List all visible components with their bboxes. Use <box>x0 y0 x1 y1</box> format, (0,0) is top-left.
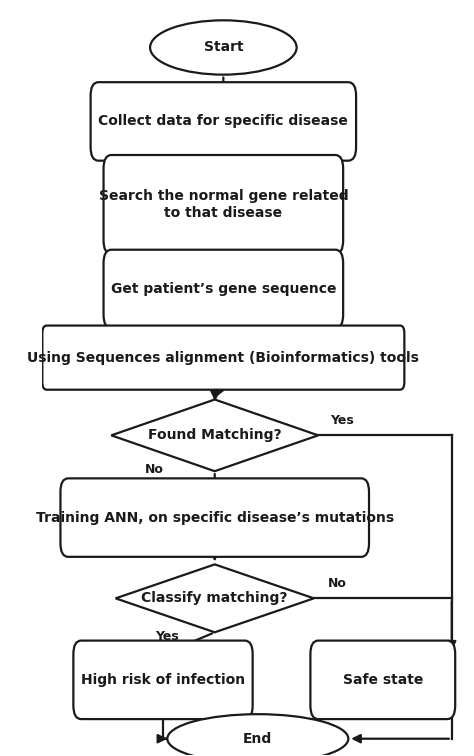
Text: No: No <box>145 463 164 476</box>
Polygon shape <box>111 399 318 471</box>
FancyBboxPatch shape <box>91 82 356 161</box>
Polygon shape <box>116 565 314 632</box>
Text: Safe state: Safe state <box>343 673 423 687</box>
FancyBboxPatch shape <box>73 640 253 719</box>
Text: Get patient’s gene sequence: Get patient’s gene sequence <box>110 282 336 296</box>
Text: Using Sequences alignment (Bioinformatics) tools: Using Sequences alignment (Bioinformatic… <box>27 351 419 364</box>
Text: Collect data for specific disease: Collect data for specific disease <box>99 114 348 129</box>
Text: Yes: Yes <box>330 414 354 426</box>
Text: Search the normal gene related
to that disease: Search the normal gene related to that d… <box>99 189 348 219</box>
Text: Classify matching?: Classify matching? <box>141 591 288 606</box>
FancyBboxPatch shape <box>103 155 343 254</box>
FancyBboxPatch shape <box>310 640 455 719</box>
Ellipse shape <box>167 714 348 756</box>
Text: End: End <box>243 732 273 745</box>
FancyBboxPatch shape <box>61 479 369 557</box>
Text: Training ANN, on specific disease’s mutations: Training ANN, on specific disease’s muta… <box>36 510 394 525</box>
Text: High risk of infection: High risk of infection <box>81 673 245 687</box>
Text: Found Matching?: Found Matching? <box>148 429 282 442</box>
FancyBboxPatch shape <box>103 249 343 328</box>
Text: Yes: Yes <box>155 630 179 643</box>
Ellipse shape <box>150 20 297 75</box>
Text: No: No <box>328 577 347 590</box>
Text: Start: Start <box>203 41 243 54</box>
FancyBboxPatch shape <box>42 326 404 389</box>
